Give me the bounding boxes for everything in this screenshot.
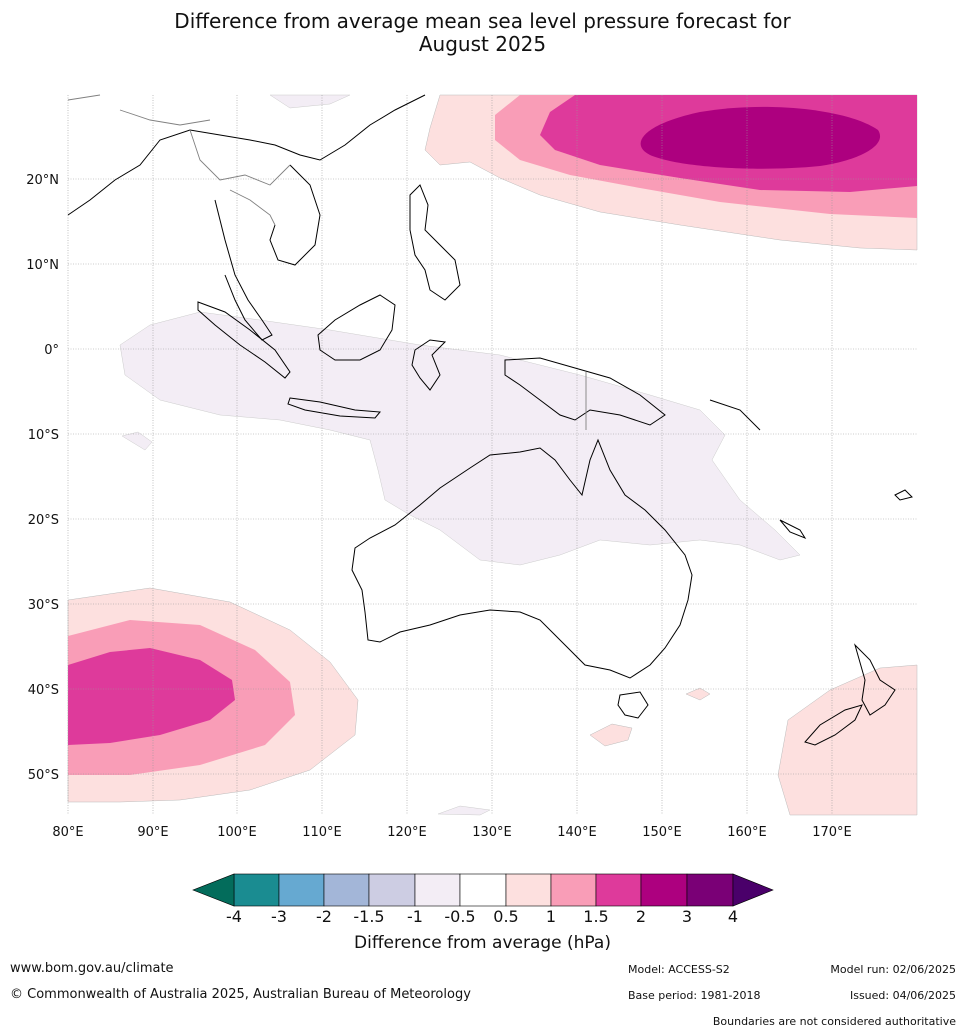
nz-north-island-coastline: [853, 643, 896, 716]
nz-south-island-coastline: [804, 704, 863, 746]
colorbar-bin: [505, 873, 552, 907]
lon-tick-label: 160°E: [727, 825, 767, 840]
contour-sindian-1.5: [68, 648, 235, 745]
colorbar-tick: 4: [727, 907, 739, 926]
java-coastline: [287, 397, 382, 419]
colorbar-tick: 3: [681, 907, 693, 926]
solomon-islands-coastline: [709, 399, 761, 431]
contour-north-small: [269, 94, 351, 109]
contour-maritime-neg-0.5: [119, 311, 801, 566]
lat-tick-labels: 20°N 10°N 0° 10°S 20°S 30°S 40°S 50°S: [26, 173, 59, 783]
lat-tick-label: 20°N: [26, 173, 59, 188]
lon-tick-label: 90°E: [137, 825, 168, 840]
contour-west-small: [121, 431, 153, 451]
colorbar-bin: [640, 873, 688, 907]
coastlines: [67, 94, 913, 746]
contour-south-small: [437, 805, 491, 816]
lat-tick-label: 10°N: [26, 258, 59, 273]
colorbar-tick: -0.5: [444, 907, 476, 926]
lon-tick-label: 140°E: [557, 825, 597, 840]
fiji-coastline: [894, 489, 913, 501]
contour-tasman-0.5: [777, 664, 918, 816]
sumatra-coastline: [197, 301, 291, 379]
lon-tick-label: 130°E: [472, 825, 512, 840]
lat-tick-label: 0°: [44, 343, 59, 358]
chart-title: Difference from average mean sea level p…: [0, 10, 965, 56]
borneo-coastline: [317, 294, 396, 361]
lon-tick-labels: 80°E 90°E 100°E 110°E 120°E 130°E 140°E …: [52, 825, 851, 840]
indochina-coastline: [269, 164, 321, 266]
disclaimer-text: Boundaries are not considered authoritat…: [712, 1015, 956, 1028]
lat-tick-label: 40°S: [28, 683, 59, 698]
colorbar-bin: [278, 873, 325, 907]
philippines-coastline: [409, 184, 461, 301]
new-caledonia-coastline: [779, 519, 807, 540]
lat-tick-label: 50°S: [28, 768, 59, 783]
gridlines: [67, 95, 917, 815]
model-text: Model: ACCESS-S2: [628, 963, 730, 976]
colorbar: [192, 873, 774, 907]
asia-borders: [67, 94, 291, 226]
colorbar-tick: 1: [545, 907, 557, 926]
contour-tasman-small: [589, 723, 633, 747]
colorbar-bin: [368, 873, 416, 907]
colorbar-tick: -3: [271, 907, 287, 926]
lon-tick-label: 100°E: [217, 825, 257, 840]
colorbar-bin: [459, 873, 507, 907]
colorbar-tick: -2: [316, 907, 332, 926]
lon-tick-label: 170°E: [812, 825, 852, 840]
malay-peninsula-coastline: [214, 199, 273, 341]
colorbar-tick: -1.5: [353, 907, 385, 926]
colorbar-tick: 2: [635, 907, 647, 926]
new-guinea-coastline: [504, 357, 666, 426]
tasmania-coastline: [617, 691, 649, 719]
sulawesi-coastline: [411, 339, 447, 391]
title-line-2: August 2025: [418, 32, 547, 56]
pressure-anomaly-contours: [67, 94, 918, 816]
colorbar-bin: [323, 873, 370, 907]
colorbar-bin: [686, 873, 734, 907]
colorbar-label: Difference from average (hPa): [354, 933, 611, 953]
lon-tick-label: 80°E: [52, 825, 83, 840]
title-line-1: Difference from average mean sea level p…: [174, 9, 791, 33]
colorbar-tick: 1.5: [583, 907, 609, 926]
issued-text: Issued: 04/06/2025: [849, 989, 956, 1002]
lon-tick-label: 120°E: [387, 825, 427, 840]
lon-tick-label: 150°E: [642, 825, 682, 840]
lat-tick-label: 20°S: [28, 513, 59, 528]
contour-nwpacific-2: [640, 106, 881, 169]
colorbar-bin: [595, 873, 642, 907]
colorbar-bin: [550, 873, 597, 907]
colorbar-tick: -1: [407, 907, 423, 926]
colorbar-tick: 0.5: [493, 907, 519, 926]
lon-tick-label: 110°E: [302, 825, 342, 840]
colorbar-bin: [233, 873, 280, 907]
colorbar-bin: [414, 873, 461, 907]
website-link[interactable]: www.bom.gov.au/climate: [10, 961, 174, 976]
colorbar-under-arrow: [192, 873, 235, 907]
copyright-text: © Commonwealth of Australia 2025, Austra…: [10, 987, 471, 1002]
model-run-text: Model run: 02/06/2025: [830, 963, 956, 976]
base-period-text: Base period: 1981-2018: [628, 989, 761, 1002]
colorbar-tick: -4: [226, 907, 242, 926]
se-asia-coastline: [67, 94, 426, 216]
colorbar-over-arrow: [732, 873, 774, 907]
contour-tasman-small-2: [685, 687, 711, 701]
australia-coastline: [351, 438, 693, 679]
borders: [67, 94, 587, 430]
lat-tick-label: 10°S: [28, 428, 59, 443]
lat-tick-label: 30°S: [28, 598, 59, 613]
